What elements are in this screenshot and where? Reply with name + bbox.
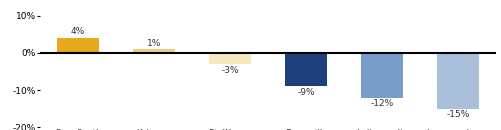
Bar	[57, 38, 99, 53]
Text: Indianapolis
Metro: Indianapolis Metro	[357, 129, 407, 130]
Text: -9%: -9%	[297, 88, 315, 97]
Text: -3%: -3%	[221, 66, 239, 74]
Text: -12%: -12%	[370, 99, 394, 108]
Text: 1%: 1%	[147, 39, 161, 48]
Text: Lawrenceburg-
Madison-
New Albany: Lawrenceburg- Madison- New Albany	[426, 129, 489, 130]
Bar	[285, 53, 327, 86]
Bar	[133, 49, 175, 53]
Bar	[437, 53, 479, 109]
Text: 4%: 4%	[71, 27, 85, 37]
Bar	[209, 53, 251, 64]
Text: -15%: -15%	[446, 110, 469, 119]
Text: Kokomo-
West
Lafayette: Kokomo- West Lafayette	[134, 129, 174, 130]
Text: Gary-South
Bend: Gary-South Bend	[55, 129, 102, 130]
Bar	[361, 53, 403, 98]
Text: Ft. Wayne
and Eastern: Ft. Wayne and Eastern	[205, 129, 256, 130]
Text: Evansville: Evansville	[285, 129, 327, 130]
